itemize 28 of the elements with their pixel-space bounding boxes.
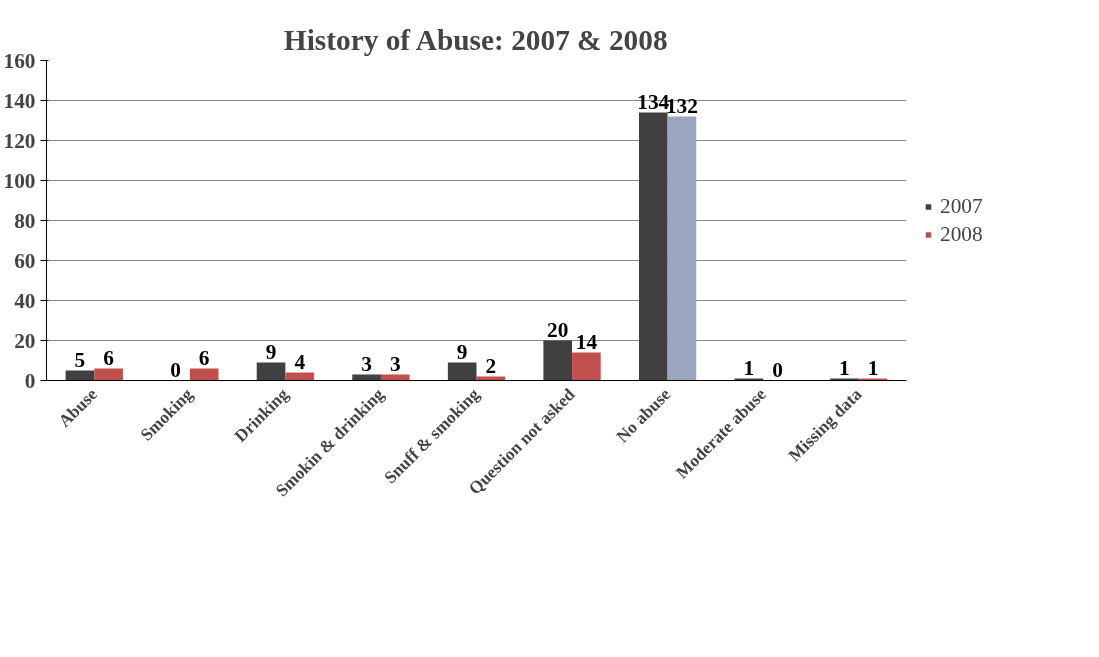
data-label: 20 [547,317,569,342]
data-label: 6 [103,345,115,370]
data-label: 1 [839,355,850,380]
data-label: 5 [74,347,86,372]
data-label: 2 [485,353,497,378]
data-label: 9 [265,339,277,364]
y-tick-label: 60 [14,248,36,273]
data-label: 0 [772,357,783,382]
data-label: 3 [361,351,372,376]
y-tick-label: 160 [3,48,36,73]
y-tick-label: 100 [3,168,36,193]
data-label: 3 [389,351,401,376]
data-label: 1 [867,355,879,380]
chart-title: History of Abuse: 2007 & 2008 [283,23,668,56]
data-label: 4 [294,349,306,374]
y-tick-label: 20 [14,328,36,353]
data-label: 14 [575,329,598,354]
y-tick-label: 120 [3,128,36,153]
data-label: 9 [456,339,468,364]
legend-label: 2007 [940,193,983,219]
y-tick-label: 140 [3,88,36,113]
y-tick-label: 80 [14,208,36,233]
data-label: 6 [198,345,210,370]
legend-label: 2008 [940,221,983,247]
data-label: 1 [743,355,755,380]
y-tick-label: 0 [24,368,36,393]
data-label: 0 [170,357,181,382]
y-tick-label: 40 [14,288,36,313]
